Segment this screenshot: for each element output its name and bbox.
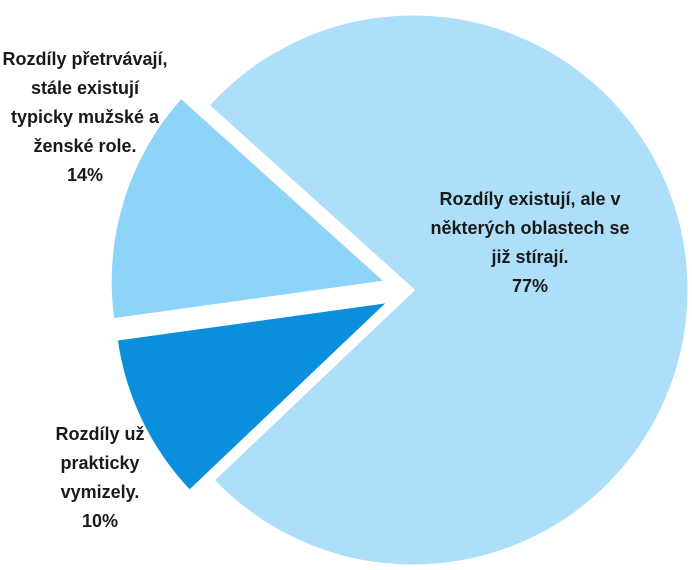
pie-slice (114, 299, 394, 494)
category-label: Rozdíly už prakticky vymizely. (55, 424, 145, 502)
category-label: Rozdíly existují, ale v některých oblast… (430, 189, 630, 267)
slice-label: Rozdíly už prakticky vymizely. 10% (30, 420, 170, 536)
value-label: 10% (81, 511, 119, 531)
pie-slice (108, 94, 390, 322)
value-label: 77% (511, 276, 549, 296)
slice-label: Rozdíly přetrvávají, stále existují typi… (0, 45, 170, 190)
pie-slice (205, 12, 691, 568)
category-label: Rozdíly přetrvávají, stále existují typi… (2, 49, 168, 156)
slice-label: Rozdíly existují, ale v některých oblast… (430, 185, 630, 301)
value-label: 14% (66, 165, 104, 185)
